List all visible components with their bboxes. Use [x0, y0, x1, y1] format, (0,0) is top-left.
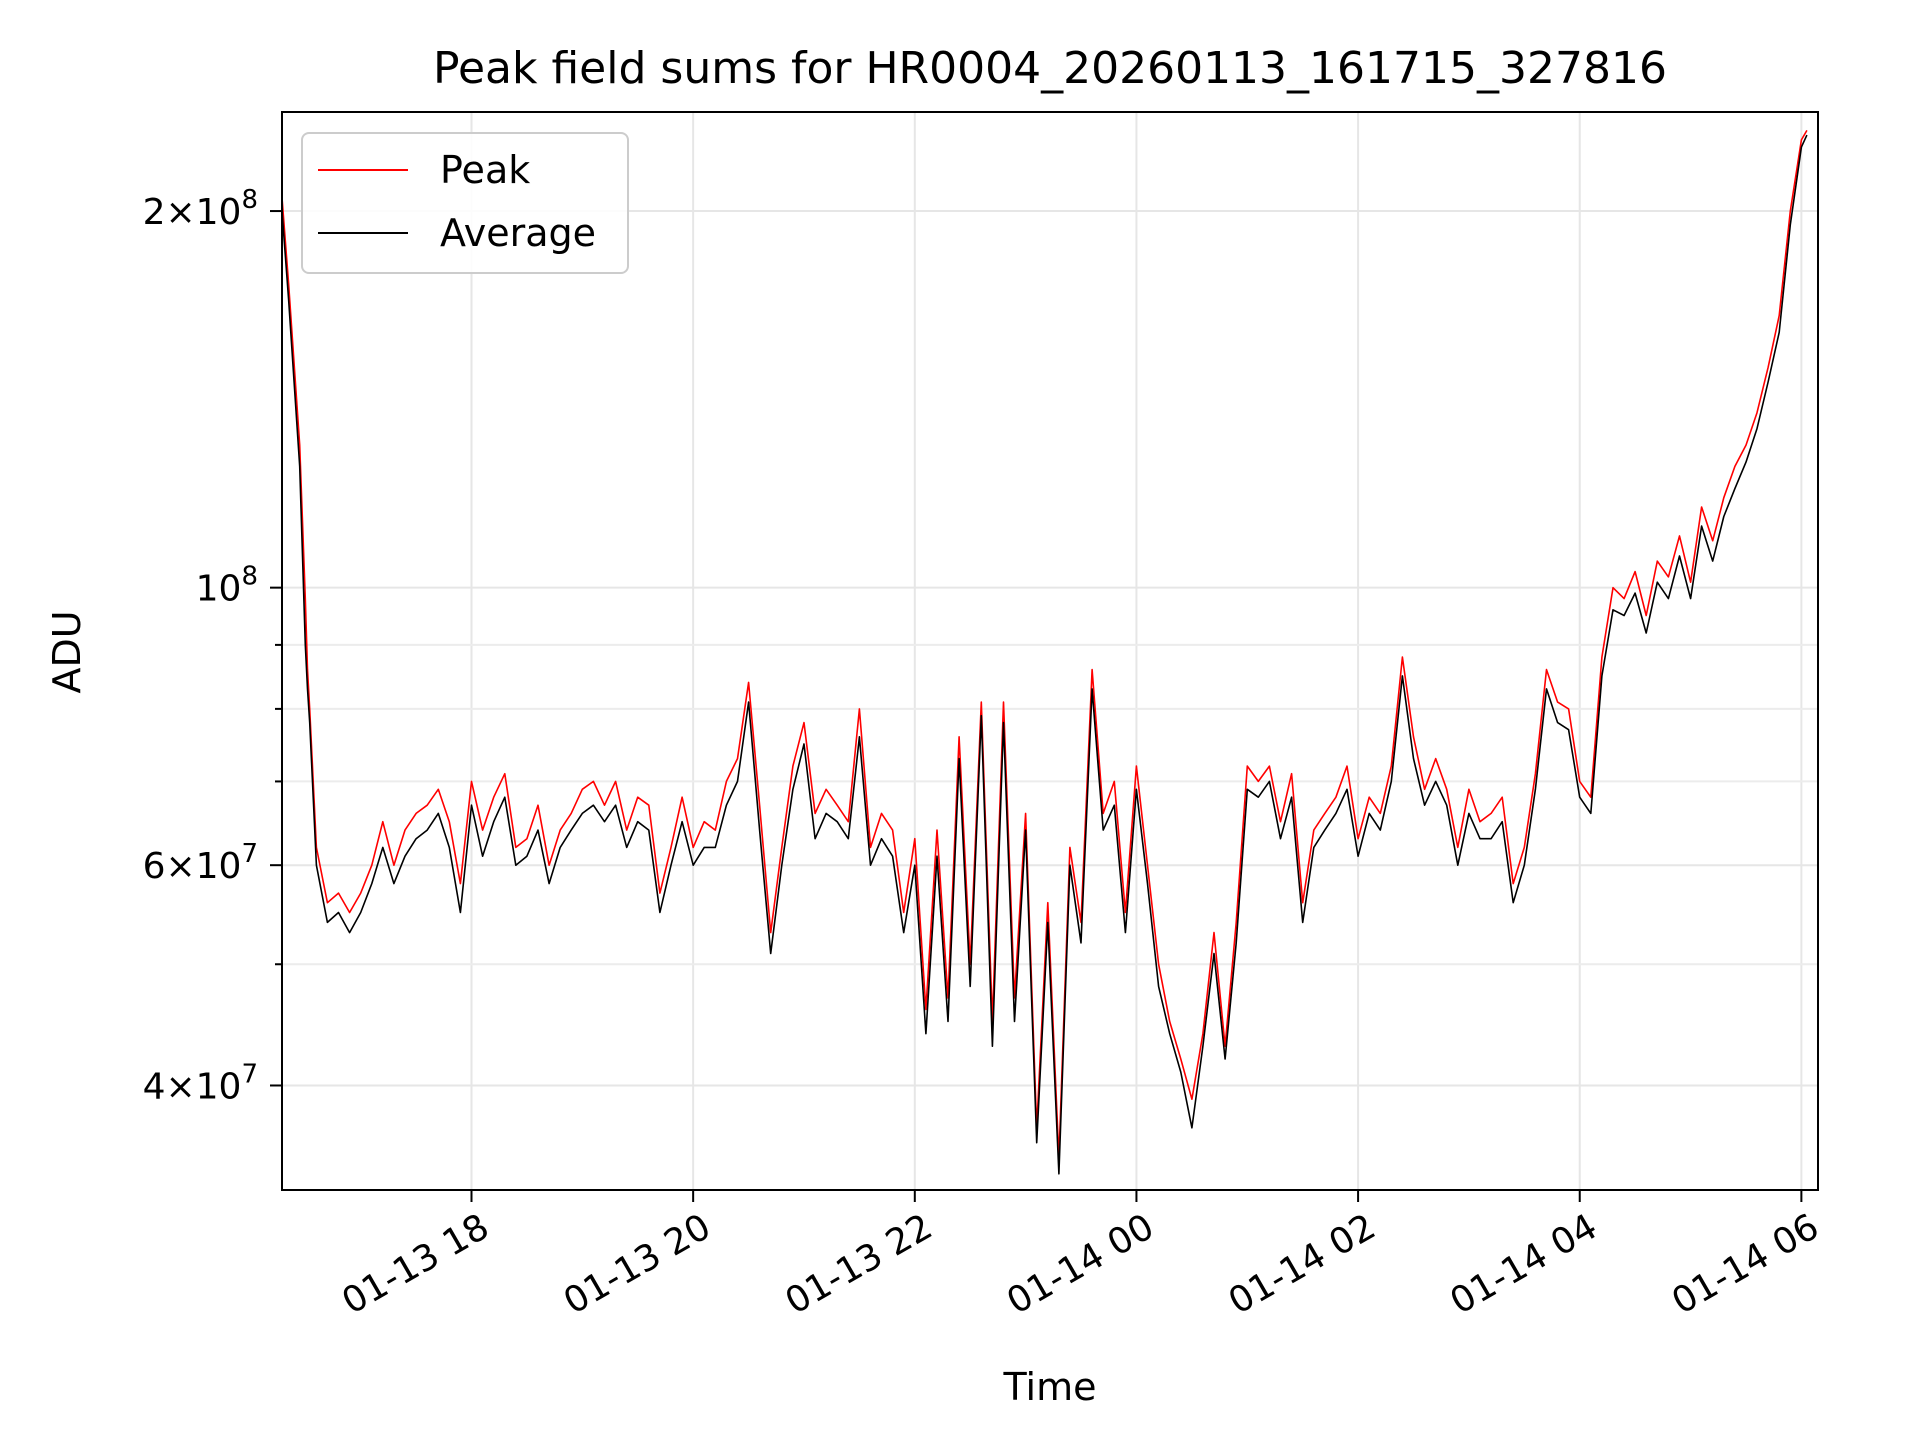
- y-tick-label: 108: [196, 562, 258, 610]
- y-tick-label: 6×107: [143, 839, 258, 887]
- y-axis: 4×107 6×107 108 2×108: [143, 185, 282, 1107]
- y-tick-exponent: 7: [241, 839, 258, 869]
- plot-frame: [281, 111, 1819, 1191]
- y-tick-exponent: 8: [241, 185, 258, 215]
- y-tick-exponent: 8: [241, 562, 258, 592]
- legend-box: [301, 132, 629, 274]
- legend: Peak Average: [301, 132, 629, 274]
- y-tick-exponent: 7: [241, 1059, 258, 1089]
- series-line-average: [281, 134, 1808, 1175]
- series-layer: [281, 129, 1808, 1175]
- y-axis-label: ADU: [45, 610, 89, 693]
- y-tick-label: 2×108: [143, 185, 258, 233]
- legend-label-average: Average: [440, 211, 596, 255]
- y-tick-label: 4×107: [143, 1059, 258, 1107]
- x-axis-label: Time: [1003, 1365, 1097, 1409]
- chart-title: Peak field sums for HR0004_20260113_1617…: [433, 43, 1667, 94]
- legend-label-peak: Peak: [440, 148, 530, 192]
